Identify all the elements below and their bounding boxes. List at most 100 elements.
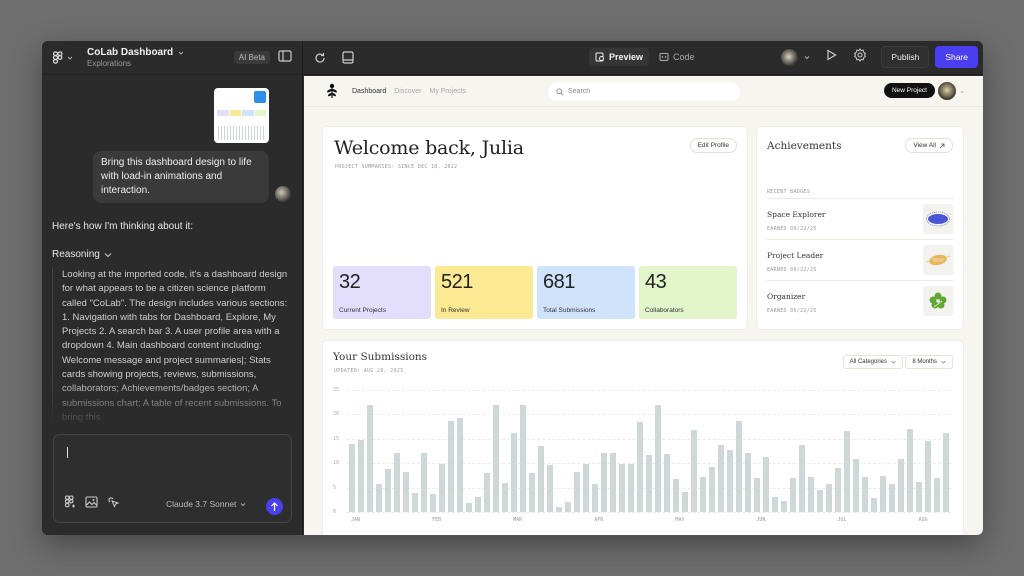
chart-bar[interactable] <box>403 471 409 512</box>
chart-bar[interactable] <box>619 464 625 512</box>
chart-bar[interactable] <box>430 494 436 512</box>
chart-bar[interactable] <box>556 506 562 512</box>
chart-bar[interactable] <box>898 459 904 512</box>
chart-bar[interactable] <box>772 496 778 512</box>
chart-bar[interactable] <box>790 478 796 512</box>
chart-bar[interactable] <box>574 471 580 512</box>
chart-bar[interactable] <box>421 453 427 512</box>
chart-bar[interactable] <box>538 445 544 512</box>
chart-bar[interactable] <box>844 431 850 512</box>
chart-bar[interactable] <box>925 441 931 512</box>
chart-bar[interactable] <box>448 420 454 512</box>
model-selector[interactable]: Claude 3.7 Sonnet <box>166 499 246 509</box>
chart-bar[interactable] <box>646 454 652 512</box>
refresh-button[interactable] <box>314 52 326 64</box>
chart-bar[interactable] <box>736 420 742 512</box>
new-project-button[interactable]: New Project <box>883 83 935 98</box>
chart-bar[interactable] <box>583 464 589 512</box>
toggle-sidebar-button[interactable] <box>278 49 292 67</box>
stat-card-total-submissions[interactable]: 681 Total Submissions <box>537 266 635 319</box>
nav-dashboard[interactable]: Dashboard <box>352 87 387 95</box>
stat-card-current-projects[interactable]: 32 Current Projects <box>333 266 431 319</box>
publish-button[interactable]: Publish <box>881 46 930 68</box>
chart-bar[interactable] <box>880 476 886 512</box>
chat-input[interactable] <box>62 441 283 481</box>
chart-bar[interactable] <box>754 477 760 512</box>
attached-design-thumbnail[interactable] <box>214 88 269 143</box>
chart-bar[interactable] <box>592 484 598 512</box>
settings-button[interactable] <box>853 47 867 67</box>
chart-bar[interactable] <box>916 481 922 512</box>
chart-bar[interactable] <box>934 478 940 512</box>
chart-bar[interactable] <box>817 490 823 512</box>
badge-item[interactable]: Project Leader EARNED 09/22/25 <box>767 239 953 280</box>
stat-card-in-review[interactable]: 521 In Review <box>435 266 533 319</box>
chart-bar[interactable] <box>376 484 382 512</box>
profile-chevron-down-icon[interactable]: ⌄ <box>959 88 965 95</box>
chart-bar[interactable] <box>637 421 643 512</box>
share-button[interactable]: Share <box>935 46 978 68</box>
chart-bar[interactable] <box>493 404 499 512</box>
chart-bar[interactable] <box>853 459 859 512</box>
chart-bar[interactable] <box>367 404 373 512</box>
badge-item[interactable]: Space Explorer EARNED 09/22/25 <box>767 198 953 239</box>
chart-bar[interactable] <box>601 453 607 512</box>
chart-bar[interactable] <box>781 500 787 512</box>
nav-discover[interactable]: Discover <box>394 87 422 95</box>
chart-bar[interactable] <box>889 484 895 512</box>
chart-bar[interactable] <box>610 453 616 512</box>
chart-bar[interactable] <box>943 433 949 512</box>
chart-bar[interactable] <box>511 432 517 512</box>
view-all-button[interactable]: View All <box>905 138 953 153</box>
select-element-button[interactable] <box>107 495 120 513</box>
search-input[interactable] <box>568 88 728 95</box>
chart-bar[interactable] <box>745 453 751 512</box>
device-frame-button[interactable] <box>342 51 354 64</box>
chart-bar[interactable] <box>709 466 715 512</box>
chart-bar[interactable] <box>349 443 355 512</box>
chart-bar[interactable] <box>529 473 535 512</box>
chart-bar[interactable] <box>520 404 526 512</box>
chart-bar[interactable] <box>826 484 832 512</box>
chart-bar[interactable] <box>484 472 490 512</box>
badge-item[interactable]: Organizer EARNED 09/22/25 <box>767 280 953 321</box>
chart-bar[interactable] <box>673 478 679 512</box>
chart-bar[interactable] <box>871 497 877 512</box>
chart-bar[interactable] <box>358 439 364 512</box>
tab-preview[interactable]: Preview <box>589 48 650 66</box>
chart-bar[interactable] <box>700 476 706 512</box>
tab-code[interactable]: Code <box>653 48 701 66</box>
stat-card-collaborators[interactable]: 43 Collaborators <box>639 266 737 319</box>
figma-import-button[interactable] <box>64 495 76 513</box>
chart-bar[interactable] <box>475 496 481 512</box>
chart-bar[interactable] <box>394 453 400 512</box>
chart-bar[interactable] <box>628 464 634 512</box>
chart-bar[interactable] <box>664 454 670 512</box>
chevron-down-icon[interactable] <box>804 55 810 60</box>
chart-bar[interactable] <box>763 457 769 512</box>
chart-bar[interactable] <box>799 445 805 512</box>
chart-bar[interactable] <box>862 477 868 512</box>
range-filter-dropdown[interactable]: 8 Months <box>905 355 953 369</box>
category-filter-dropdown[interactable]: All Categories <box>842 355 903 369</box>
nav-my-projects[interactable]: My Projects <box>429 87 467 95</box>
chart-bar[interactable] <box>412 493 418 512</box>
chart-bar[interactable] <box>655 404 661 512</box>
chart-bar[interactable] <box>385 469 391 512</box>
chart-bar[interactable] <box>439 464 445 512</box>
colab-logo-icon[interactable] <box>324 83 340 99</box>
reasoning-toggle[interactable]: Reasoning <box>52 249 112 260</box>
chart-bar[interactable] <box>808 477 814 512</box>
chart-bar[interactable] <box>502 482 508 512</box>
chart-bar[interactable] <box>718 445 724 512</box>
edit-profile-button[interactable]: Edit Profile <box>689 138 737 153</box>
chart-bar[interactable] <box>691 429 697 512</box>
chart-bar[interactable] <box>565 502 571 512</box>
project-info[interactable]: CoLab Dashboard Explorations <box>87 47 184 68</box>
chart-bar[interactable] <box>457 417 463 512</box>
image-upload-button[interactable] <box>85 495 98 513</box>
send-button[interactable] <box>266 498 283 515</box>
chart-bar[interactable] <box>907 428 913 512</box>
chart-bar[interactable] <box>547 464 553 512</box>
app-menu-button[interactable] <box>52 51 73 64</box>
